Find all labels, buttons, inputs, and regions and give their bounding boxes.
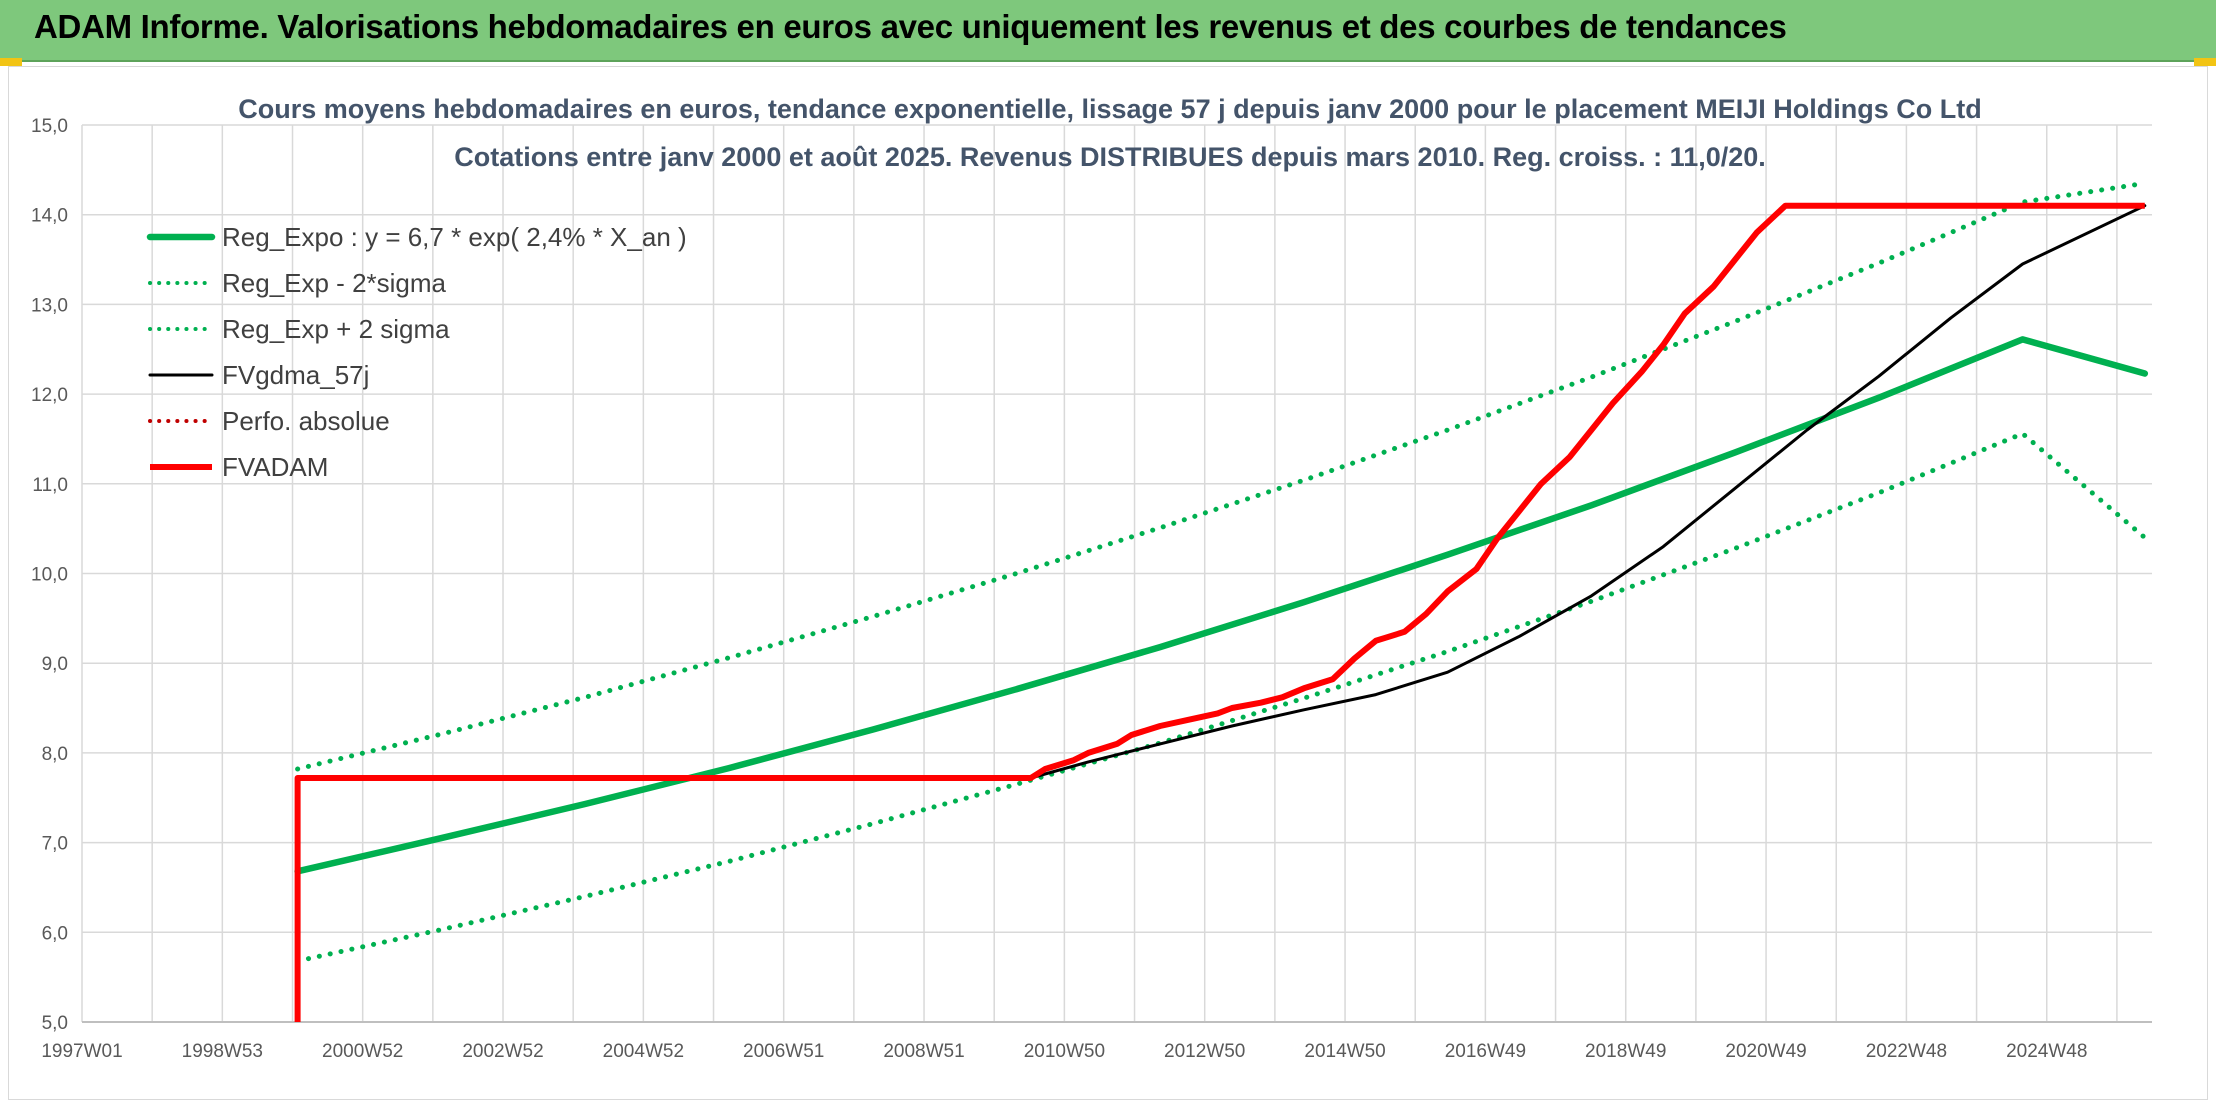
series-line-5 [294,202,2145,1022]
y-tick-label: 5,0 [42,1013,68,1034]
y-tick-label: 6,0 [42,923,68,944]
legend-label: FVADAM [222,452,328,482]
legend-label: Reg_Expo : y = 6,7 * exp( 2,4% * X_an ) [222,222,687,252]
series-line-0 [294,336,2149,875]
chart-subtitle: Cotations entre janv 2000 et août 2025. … [454,142,1766,172]
x-tick-label: 2006W51 [743,1041,824,1062]
x-tick-label: 2014W50 [1304,1041,1385,1062]
x-tick-label: 1997W01 [41,1041,122,1062]
x-tick-label: 1998W53 [182,1041,263,1062]
y-tick-label: 9,0 [42,654,68,675]
legend-label: FVgdma_57j [222,360,369,390]
x-tick-label: 2022W48 [1866,1041,1947,1062]
legend-label: Reg_Exp + 2 sigma [222,314,450,344]
y-tick-label: 13,0 [31,295,68,316]
y-tick-label: 15,0 [31,116,68,137]
x-tick-label: 2012W50 [1164,1041,1245,1062]
y-tick-label: 12,0 [31,385,68,406]
axes: 5,0 6,0 7,0 8,0 9,0 10,0 11,0 12,0 13,0 14,0 15,0 1… [31,116,2152,1062]
x-tick-label: 2024W48 [2006,1041,2087,1062]
x-tick-label: 2016W49 [1445,1041,1526,1062]
y-tick-label: 8,0 [42,744,68,765]
chart-title: Cours moyens hebdomadaires en euros, ten… [238,94,1981,124]
y-tick-label: 14,0 [31,206,68,227]
x-tick-label: 2020W49 [1725,1041,1806,1062]
series-lines [294,180,2149,1022]
x-tick-label: 2002W52 [462,1041,543,1062]
legend-label: Perfo. absolue [222,406,390,436]
x-tick-label: 2008W51 [883,1041,964,1062]
y-tick-label: 11,0 [32,475,68,496]
x-tick-label: 2018W49 [1585,1041,1666,1062]
corner-marker-right [2194,58,2216,66]
series-line-2 [295,180,2148,772]
series-line-1 [295,431,2148,964]
grid [81,124,2152,1023]
legend-label: Reg_Exp - 2*sigma [222,268,447,298]
x-tick-label: 2010W50 [1024,1041,1105,1062]
y-tick-label: 10,0 [31,565,68,586]
corner-marker-left [0,58,22,66]
chart-area [8,66,2208,1100]
report-banner: ADAM Informe. Valorisations hebdomadaire… [0,0,2216,62]
x-tick-label: 2004W52 [603,1041,684,1062]
series-line-3 [296,204,2147,780]
y-tick-label: 7,0 [42,834,68,855]
x-tick-label: 2000W52 [322,1041,403,1062]
report-title: ADAM Informe. Valorisations hebdomadaire… [34,8,1787,45]
legend: Reg_Expo : y = 6,7 * exp( 2,4% * X_an ) R… [146,222,687,482]
